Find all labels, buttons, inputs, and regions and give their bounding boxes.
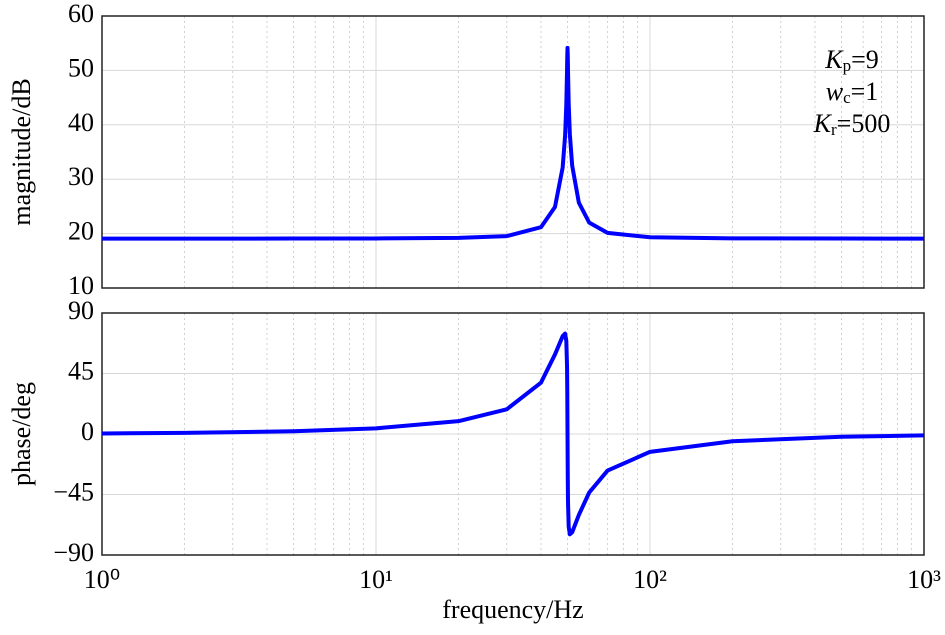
y-tick-label: 30 bbox=[68, 162, 94, 191]
annotation-text: =1 bbox=[851, 77, 879, 106]
y-axis-label: magnitude/dB bbox=[7, 78, 36, 225]
line bbox=[101, 331, 925, 537]
y-tick-label: 10 bbox=[68, 271, 94, 300]
y-axis-label: phase/deg bbox=[7, 382, 36, 486]
annotation-text: =9 bbox=[851, 45, 879, 74]
annotation-text: =500 bbox=[837, 109, 891, 138]
plot-frame bbox=[101, 312, 925, 556]
x-axis-label: frequency/Hz bbox=[442, 595, 583, 624]
y-tick-label: 45 bbox=[68, 356, 94, 385]
annotation: wc=1 bbox=[826, 77, 879, 107]
y-tick-label: −90 bbox=[53, 538, 94, 567]
annotation-subscript: p bbox=[843, 56, 852, 75]
annotation: Kp=9 bbox=[824, 45, 879, 75]
y-tick-label: 20 bbox=[68, 217, 94, 246]
y-tick-label: 90 bbox=[68, 296, 94, 325]
x-tick-label: 10⁰ bbox=[84, 565, 120, 594]
y-tick-label: 50 bbox=[68, 53, 94, 82]
annotation: Kr=500 bbox=[813, 109, 891, 139]
x-tick-label: 10³ bbox=[907, 565, 941, 594]
annotation-subscript: c bbox=[843, 88, 851, 107]
y-tick-label: −45 bbox=[53, 477, 94, 506]
annotation-symbol: K bbox=[813, 109, 833, 138]
line bbox=[102, 45, 925, 241]
y-tick-label: 60 bbox=[68, 0, 94, 28]
annotation-symbol: w bbox=[826, 77, 844, 106]
x-tick-label: 10² bbox=[633, 565, 667, 594]
y-tick-label: 0 bbox=[81, 417, 94, 446]
y-tick-label: 40 bbox=[68, 108, 94, 137]
annotation-symbol: K bbox=[824, 45, 844, 74]
annotation-subscript: r bbox=[831, 120, 837, 139]
x-tick-label: 10¹ bbox=[359, 565, 393, 594]
plot-frame bbox=[101, 15, 925, 289]
